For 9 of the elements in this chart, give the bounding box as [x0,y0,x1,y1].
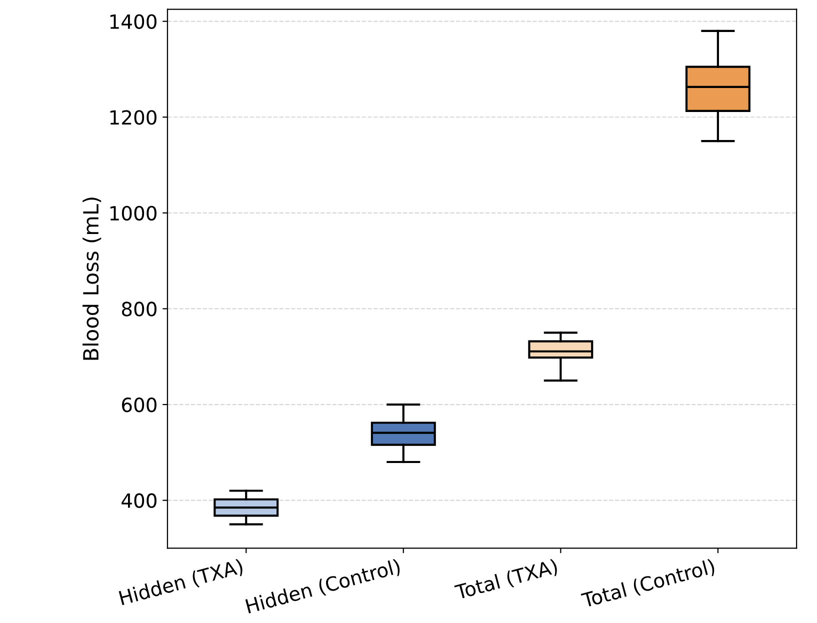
y-tick-label: 1400 [110,14,156,29]
y-tick-label: 400 [122,493,156,508]
x-tick-label: Total (TXA) [454,558,559,602]
y-axis-title: Blood Loss (mL) [82,198,102,360]
y-tick-label: 800 [122,302,156,316]
y-tick-label: 600 [122,397,156,412]
y-tick-label: 1200 [110,110,156,125]
y-tick-label: 1000 [110,206,156,221]
x-tick-label: Hidden (TXA) [118,558,244,608]
